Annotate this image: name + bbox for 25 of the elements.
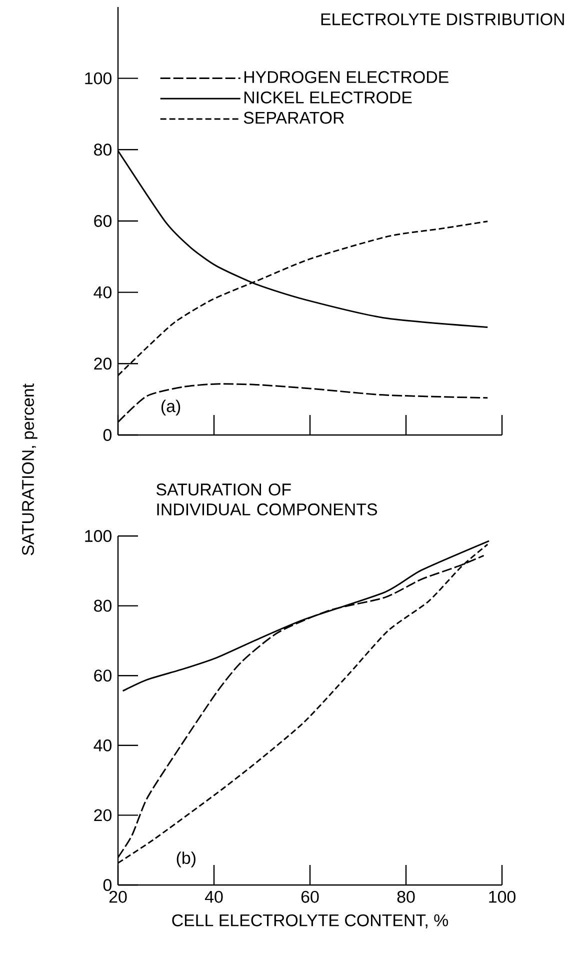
annotation: (a) [161, 400, 180, 416]
chart-title: SATURATION OF INDIVIDUAL COMPONENTS [156, 484, 378, 516]
x-axis-title: CELL ELECTROLYTE CONTENT, % [172, 914, 448, 928]
legend-label: SEPARATOR [244, 112, 344, 124]
x-tick-label: 80 [397, 890, 415, 903]
y-tick-label: 100 [85, 72, 112, 84]
y-tick-label: 20 [94, 358, 112, 370]
y-tick-label: 100 [85, 530, 112, 542]
chart-title: ELECTROLYTE DISTRIBUTION [321, 13, 564, 26]
legend-label: HYDROGEN ELECTRODE [244, 71, 448, 84]
y-tick-label: 80 [94, 144, 112, 156]
y-tick-label: 20 [94, 809, 112, 822]
annotation: (b) [176, 852, 196, 868]
x-tick-label: 60 [301, 890, 319, 903]
y-tick-label: 60 [94, 670, 112, 682]
y-tick-label: 40 [94, 739, 112, 752]
legend-label: NICKEL ELECTRODE [244, 91, 412, 104]
y-tick-label: 0 [103, 879, 112, 891]
y-tick-label: 0 [103, 428, 112, 441]
x-tick-label: 100 [489, 890, 516, 903]
y-tick-label: 40 [94, 286, 112, 298]
y-tick-label: 60 [94, 214, 112, 227]
x-tick-label: 40 [204, 890, 223, 903]
y-tick-label: 80 [94, 600, 112, 612]
y-axis-title: SATURATION, percent [22, 384, 38, 556]
